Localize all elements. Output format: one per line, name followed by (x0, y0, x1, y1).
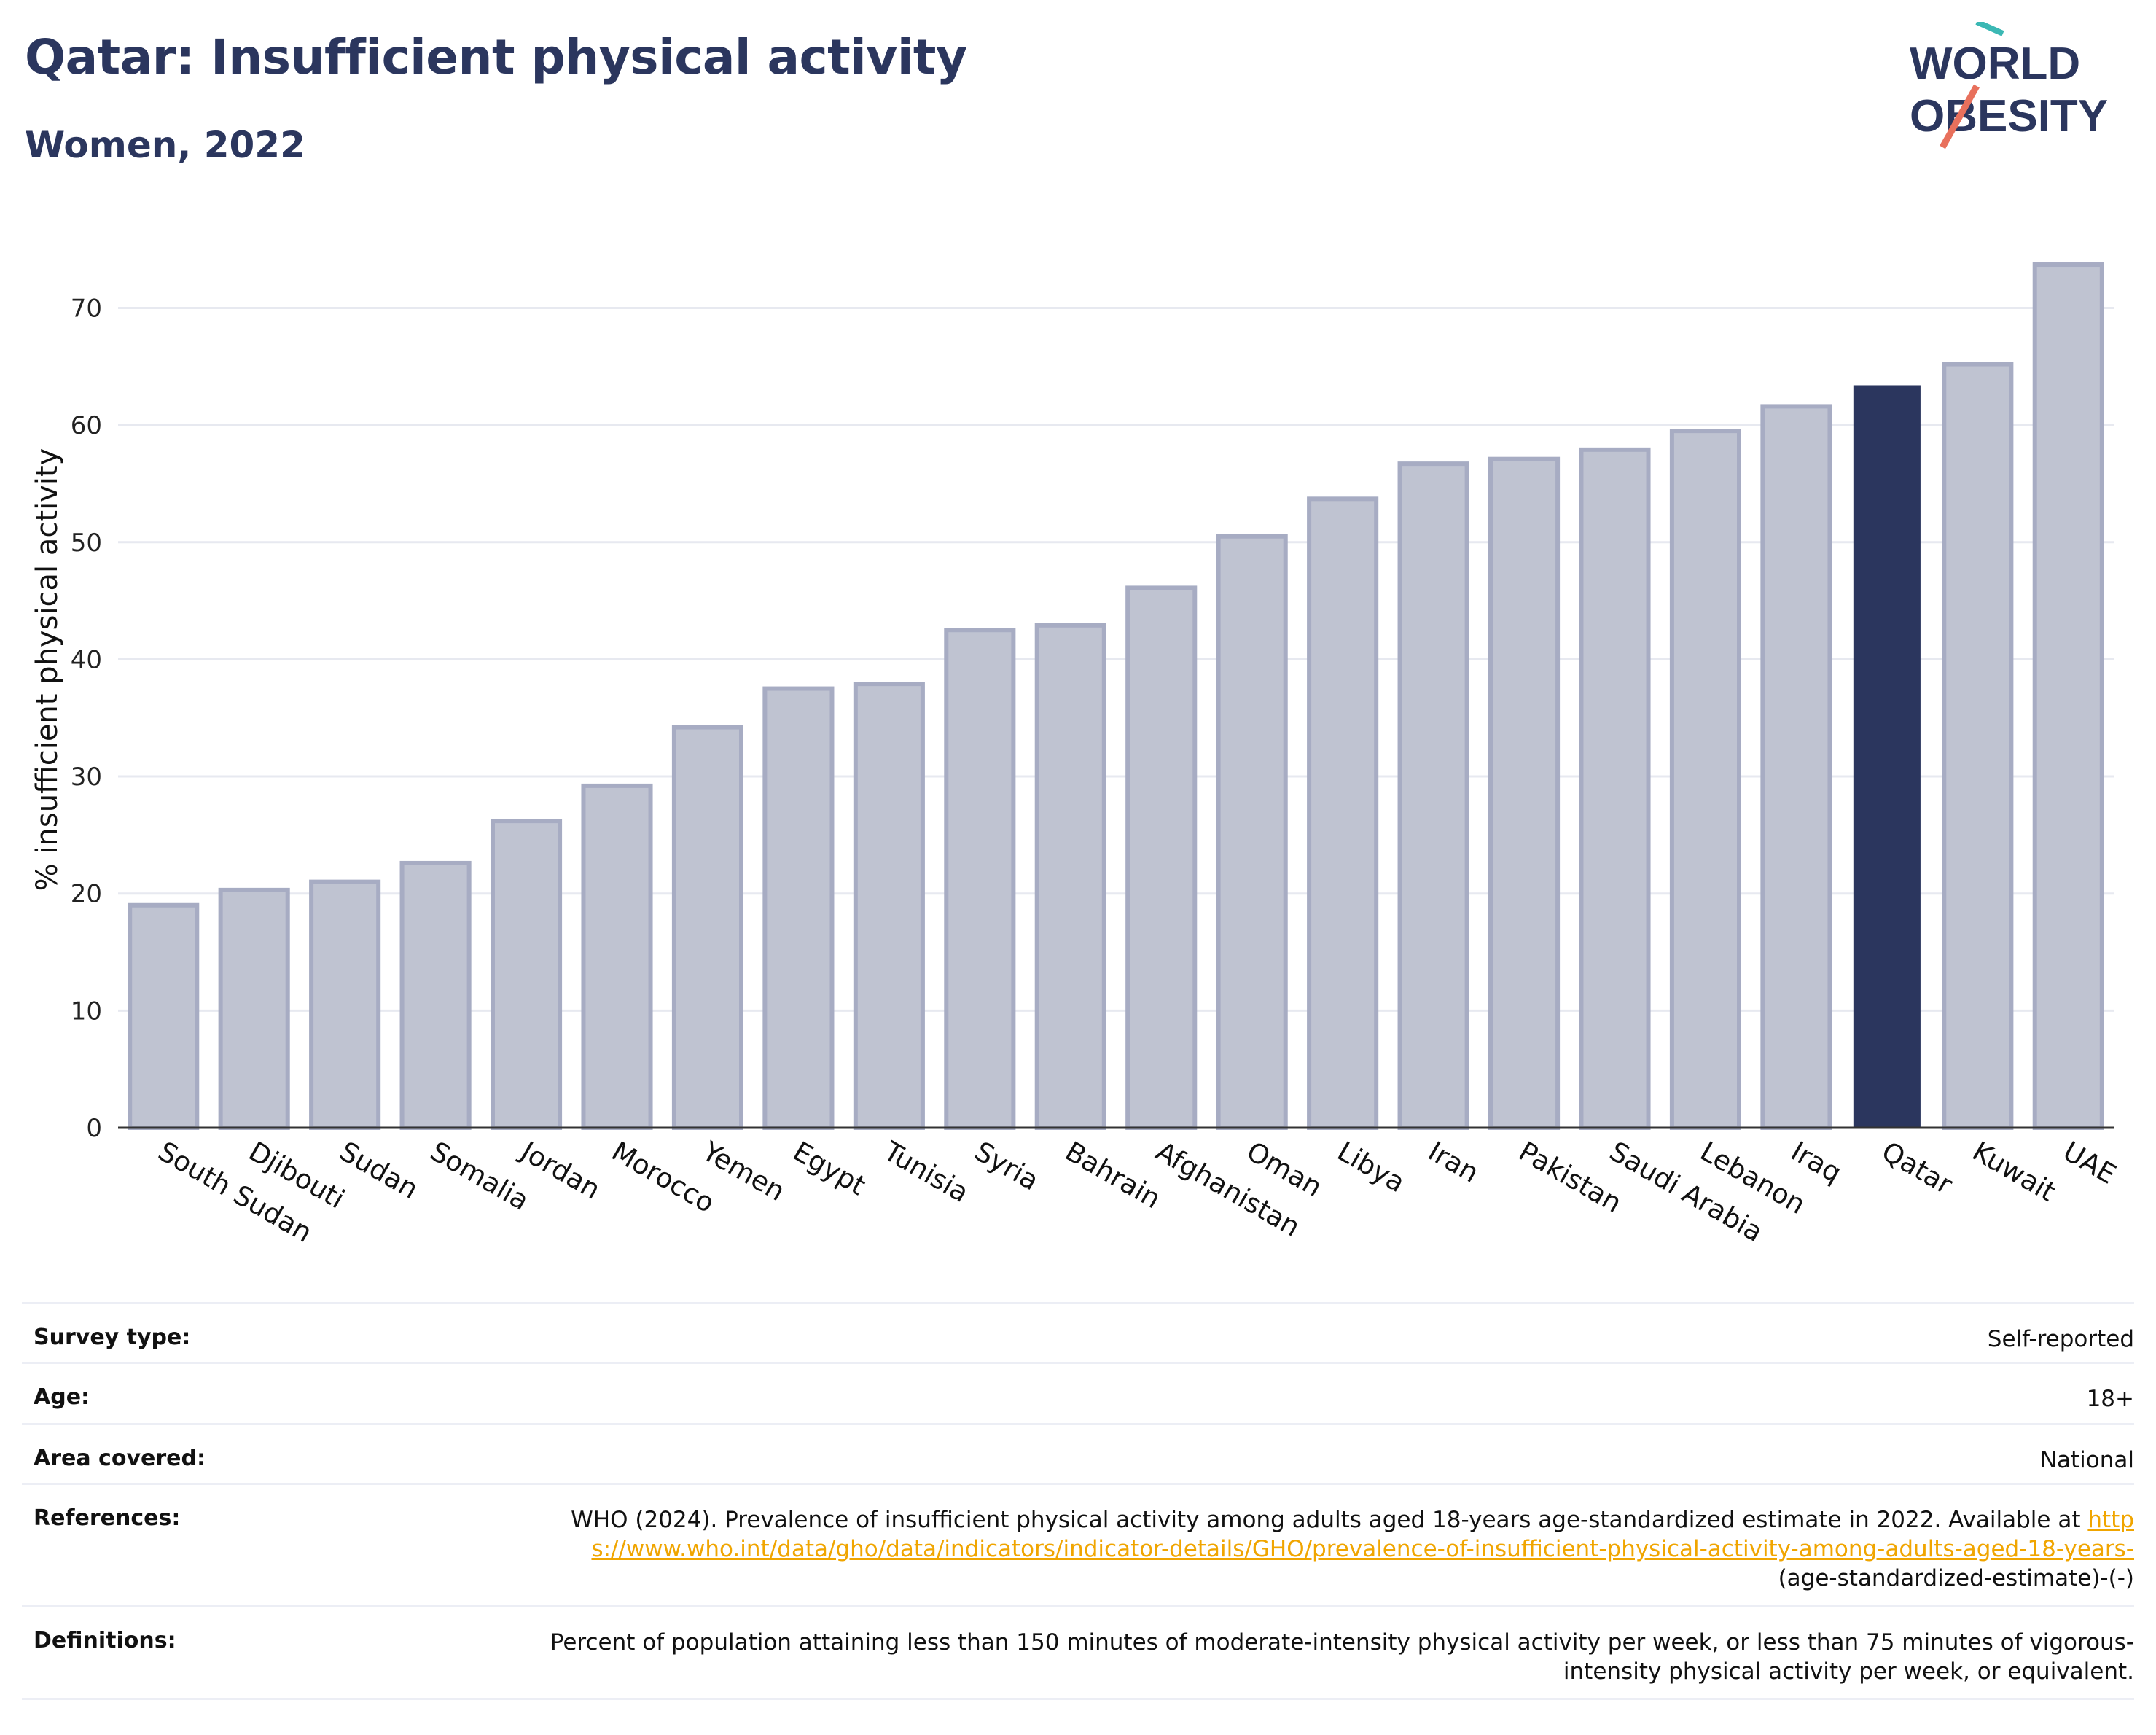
area-label: Area covered: (34, 1446, 206, 1471)
x-tick-label: Saudi Arabia (1604, 1136, 1768, 1249)
bar-iraq (1760, 404, 1832, 1130)
definitions-value: Percent of population attaining less tha… (550, 1629, 2134, 1685)
bar-tunisia (853, 682, 925, 1130)
world-obesity-logo: WORLD OBESITY (1910, 22, 2108, 149)
bar-uae (2032, 262, 2104, 1130)
meta-row-area: Area covered: National (22, 1423, 2134, 1483)
bar-pakistan (1488, 456, 1561, 1130)
bar-afghanistan (1125, 585, 1198, 1130)
x-tick-label: Syria (969, 1136, 1044, 1197)
bar-south-sudan (128, 902, 200, 1130)
metadata-table: Survey type: Self-reported Age: 18+ Area… (22, 1302, 2134, 1700)
x-tick-label: Iraq (1786, 1136, 1847, 1189)
x-tick-label: Egypt (788, 1136, 871, 1202)
meta-row-age: Age: 18+ (22, 1362, 2134, 1423)
bar-somalia (399, 860, 472, 1131)
y-tick-label: 10 (71, 997, 102, 1026)
meta-row-definitions: Definitions: Percent of population attai… (22, 1605, 2134, 1700)
y-tick-label: 0 (86, 1114, 102, 1143)
bar-syria (944, 628, 1016, 1130)
x-tick-label: Libya (1332, 1136, 1410, 1199)
bar-bahrain (1034, 623, 1106, 1130)
x-tick-label: Iran (1423, 1136, 1484, 1189)
bar-yemen (671, 725, 744, 1130)
x-tick-label: Morocco (606, 1136, 720, 1220)
x-tick-label: Somalia (425, 1136, 534, 1217)
y-tick-label: 60 (71, 411, 102, 440)
x-tick-label: UAE (2058, 1136, 2121, 1190)
bar-libya (1307, 496, 1379, 1130)
bar-sudan (309, 879, 381, 1130)
y-tick-label: 70 (71, 294, 102, 323)
logo-line2: OBESITY (1910, 91, 2108, 141)
bar-oman (1216, 534, 1288, 1130)
page-subtitle: Women, 2022 (25, 124, 305, 166)
age-label: Age: (34, 1384, 90, 1410)
bar-iran (1397, 461, 1469, 1131)
x-tick-label: Bahrain (1060, 1136, 1165, 1215)
age-value: 18+ (2086, 1386, 2134, 1412)
y-tick-label: 50 (71, 529, 102, 558)
area-value: National (2039, 1447, 2134, 1473)
x-tick-label: Kuwait (1967, 1136, 2061, 1208)
meta-row-survey-type: Survey type: Self-reported (22, 1302, 2134, 1362)
x-tick-label: Qatar (1876, 1136, 1958, 1201)
bar-lebanon (1669, 429, 1742, 1130)
logo-slash-teal (1975, 22, 2004, 36)
bar-kuwait (1942, 362, 2014, 1130)
bar-morocco (581, 783, 653, 1130)
bar-jordan (490, 819, 563, 1130)
references-value: WHO (2024). Prevalence of insufficient p… (545, 1505, 2134, 1605)
bar-qatar (1853, 385, 1921, 1128)
y-tick-label: 30 (71, 763, 102, 792)
y-axis-label: % insufficient physical activity (31, 448, 64, 892)
x-tick-label: South Sudan (153, 1136, 318, 1249)
logo-line1: WORLD (1910, 39, 2080, 89)
definitions-label: Definitions: (34, 1628, 176, 1653)
references-label: References: (34, 1505, 181, 1531)
y-tick-label: 40 (71, 645, 102, 674)
bar-djibouti (218, 887, 290, 1131)
y-tick-label: 20 (71, 880, 102, 909)
survey-type-value: Self-reported (1987, 1326, 2134, 1352)
page-title: Qatar: Insufficient physical activity (25, 29, 967, 85)
survey-type-label: Survey type: (34, 1325, 191, 1350)
bar-egypt (762, 686, 835, 1130)
logo-slash-red (1940, 84, 1980, 149)
meta-row-references: References: WHO (2024). Prevalence of in… (22, 1483, 2134, 1605)
bar-saudi-arabia (1579, 447, 1651, 1130)
references-text: WHO (2024). Prevalence of insufficient p… (571, 1507, 2081, 1533)
x-tick-label: Sudan (335, 1136, 423, 1206)
references-suffix: (age-standardized-estimate)-(-) (1778, 1565, 2134, 1591)
x-tick-label: Pakistan (1514, 1136, 1628, 1220)
x-tick-label: Tunisia (878, 1135, 974, 1209)
references-link[interactable]: https://www.who.int/data/gho/data/indica… (591, 1507, 2134, 1562)
bar-chart: 0 10 20 30 40 50 60 70 % insufficient physical a… (31, 262, 2121, 1249)
